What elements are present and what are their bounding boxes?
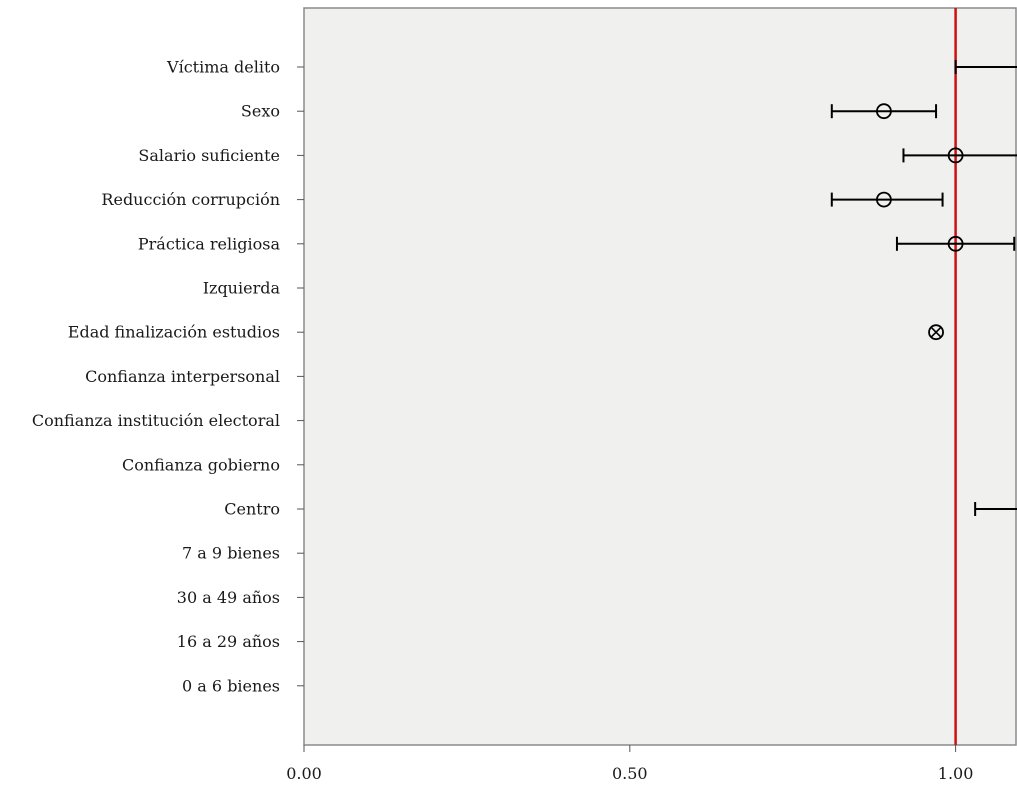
x-tick-label: 0.00 [286,764,322,783]
y-label: 16 a 29 años [177,632,280,651]
plot-background [303,7,1017,746]
plot-area [303,7,1017,746]
y-label: Salario suficiente [138,146,280,165]
x-tick-label: 0.50 [612,764,648,783]
y-label: Reducción corrupción [101,190,280,209]
y-label: 30 a 49 años [177,588,280,607]
y-label: Confianza interpersonal [85,367,280,386]
y-label: Confianza institución electoral [32,411,280,430]
x-axis: 0.000.501.001.502.00 [286,8,974,783]
y-label: Víctima delito [166,58,280,77]
point-estimate [876,191,892,208]
point-estimate [876,103,892,120]
y-label: Centro [224,500,280,519]
y-label: Práctica religiosa [138,234,281,253]
y-axis-labels: Víctima delito Sexo Salario suficiente Redu… [32,58,304,695]
y-label: 0 a 6 bienes [182,676,280,695]
point-estimate [947,235,964,252]
y-label: Edad finalización estudios [68,323,280,342]
data-marks [830,60,1017,516]
ci-cross [930,327,942,338]
point-estimate [928,324,944,341]
y-label: 7 a 9 bienes [182,544,280,563]
y-label: Confianza gobierno [122,455,280,474]
y-label: Izquierda [203,279,281,298]
x-tick-label: 1.00 [938,764,974,783]
point-estimate [947,147,964,164]
y-label: Sexo [241,102,280,121]
